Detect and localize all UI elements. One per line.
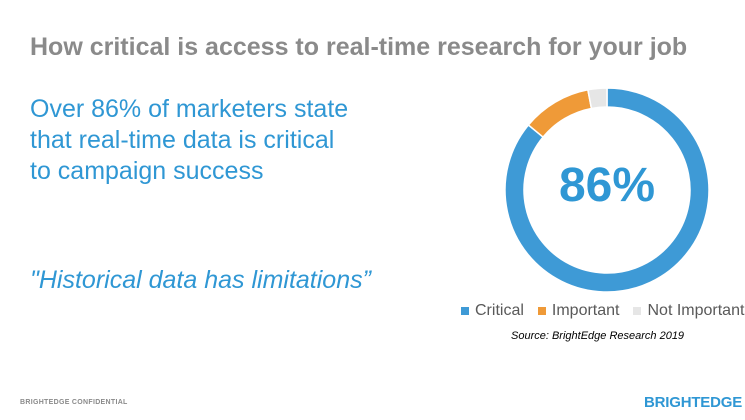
donut-slice-critical [504,87,710,293]
legend-item-not-important: Not Important [633,302,744,320]
slide-title: How critical is access to real-time rese… [30,33,688,61]
donut-slice-important [527,88,593,139]
legend-swatch-not-important [633,307,642,315]
legend-label-critical: Critical [475,302,524,319]
source-note: Source: BrightEdge Research 2019 [511,330,685,342]
legend-label-not-important: Not Important [647,302,745,319]
legend-swatch-important [537,307,546,315]
legend-item-important: Important [537,302,620,320]
chart-legend: Critical Important Not Important [461,301,744,321]
brightedge-logo: BRIGHTEDGE [644,394,743,411]
legend-swatch-critical [461,307,469,315]
quote-text: "Historical data has limitations” [30,266,371,294]
confidential-footer: BRIGHTEDGE CONFIDENTIAL [20,399,128,406]
legend-label-important: Important [551,302,620,319]
donut-slice-not-important [587,87,608,110]
legend-item-critical: Critical [461,302,524,320]
donut-center-label: 86% [558,159,656,212]
headline-text: Over 86% of marketers state that real-ti… [30,95,349,185]
